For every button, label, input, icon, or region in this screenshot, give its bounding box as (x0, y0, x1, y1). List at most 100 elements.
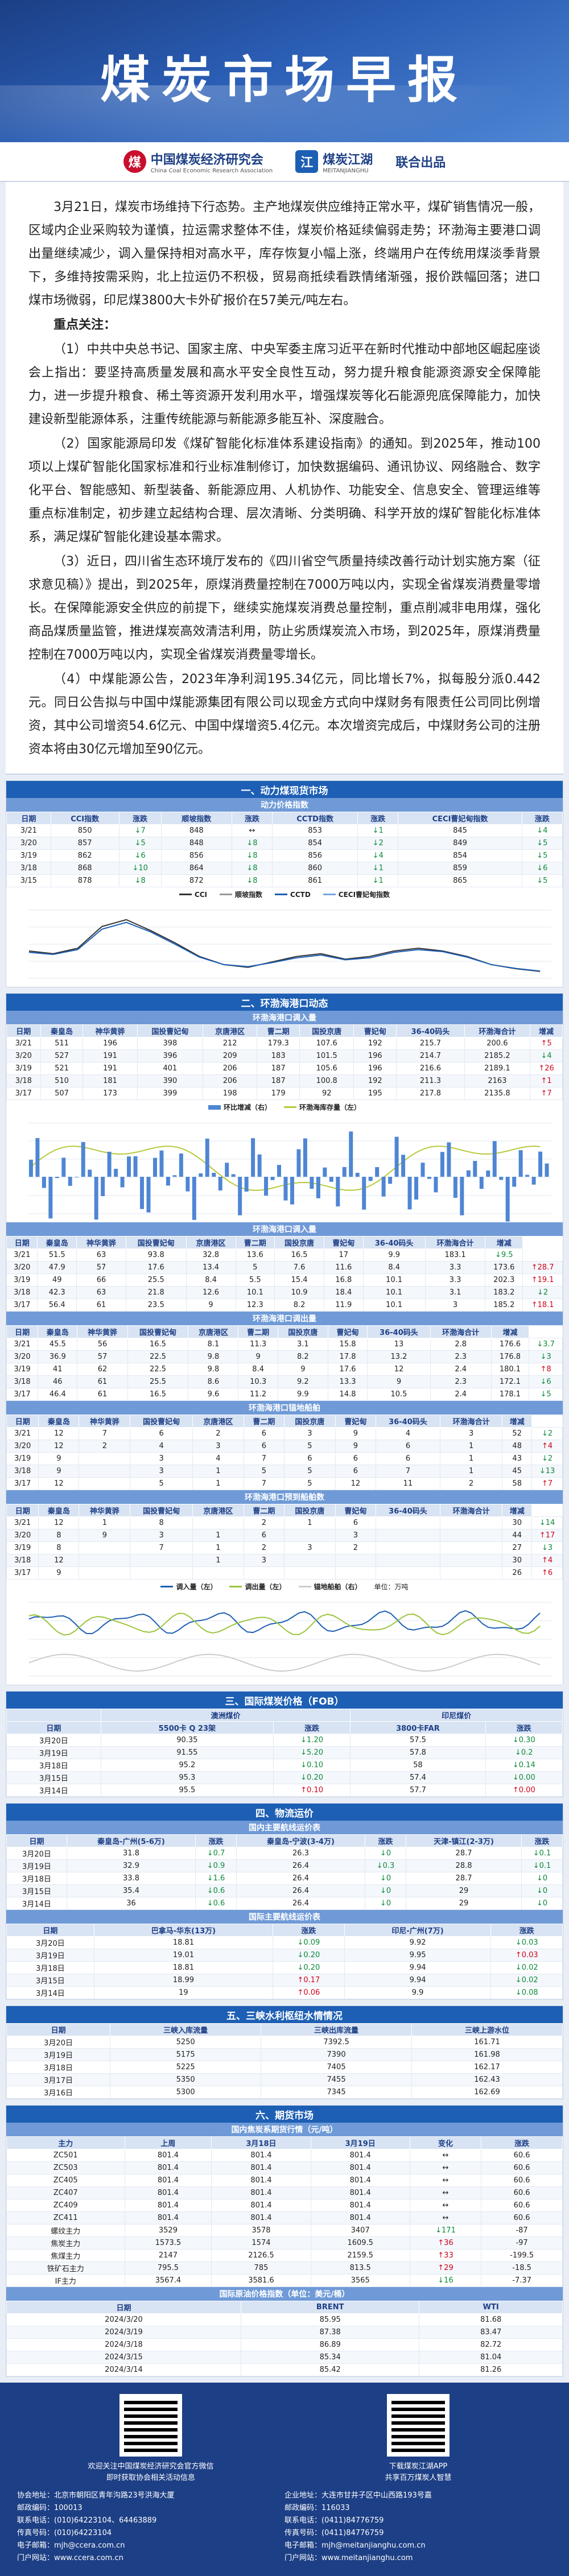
table-cell: 2.4 (430, 1363, 492, 1376)
table-cell: 854 (398, 849, 522, 862)
table-cell: 801.4 (124, 2149, 212, 2162)
change-bar (61, 1157, 66, 1177)
table-cell: 859 (398, 862, 522, 875)
table-cell: 47.9 (37, 1261, 77, 1274)
table-row: 3月20日 18.81 ↓0.09 9.92 ↓0.03 (6, 1936, 563, 1949)
column-header: 日期 (6, 2301, 242, 2314)
change-bar (120, 1176, 125, 1188)
table-cell: 90.35 (100, 1734, 274, 1747)
table-cell: ↑36 (409, 2236, 482, 2250)
section-title: 四、物流运价 (6, 1804, 563, 1821)
column-header: 神华黄骅 (77, 1325, 128, 1338)
table-row: ZC409 801.4 801.4 801.4 ↔ 60.6 (6, 2199, 563, 2212)
column-header: 涨跌 (521, 812, 563, 825)
intl-freight-table: 日期 巴拿马-华东(13万) 涨跌 印尼-广州(7万) 涨跌 3月20日 18.81 ↓0.0… (6, 1924, 563, 1999)
table-row: 3月16日 5300 7345 162.69 (6, 2086, 563, 2099)
table-cell: 3月15日 (6, 1884, 67, 1897)
section-title: 二、环渤海港口动态 (6, 994, 563, 1011)
table-cell (130, 1566, 193, 1579)
table-cell: ↑4 (531, 1440, 563, 1453)
footer-caption: 共享百万煤炭人智慧 (385, 2474, 452, 2482)
table-cell: 22.5 (127, 1350, 189, 1363)
change-bar (159, 1150, 164, 1177)
table-cell: ↓0 (521, 1884, 563, 1897)
table-cell: 795.5 (124, 2261, 212, 2275)
column-header: 环渤海合计 (424, 1236, 486, 1249)
column-header: 京唐港区 (185, 1236, 236, 1249)
table-cell: ↓4 (357, 849, 399, 862)
wechat-qr-code[interactable] (119, 2394, 182, 2457)
table-cell: 93.8 (125, 1248, 187, 1262)
table-cell: 9 (79, 1529, 131, 1542)
table-cell: 100.8 (299, 1074, 354, 1088)
table-row: 铁矿石主力 795.5 785 813.5 ↑29 -18.5 (6, 2261, 563, 2275)
column-header: 3800卡FAR (350, 1721, 486, 1734)
change-bar (238, 1176, 242, 1215)
table-cell: ↓8 (231, 849, 273, 862)
column-header: CECI曹妃甸指数 (398, 812, 522, 825)
table-cell: 3月15日 (6, 1974, 94, 1987)
table-cell: 42.3 (37, 1286, 77, 1299)
table-cell: 6 (335, 1465, 376, 1478)
table-cell: 26.4 (236, 1859, 366, 1872)
change-bar (199, 1173, 203, 1177)
table-row: 3月14日 36 ↓0.6 26.4 ↓0 29 ↓0 (6, 1897, 563, 1910)
table-cell: 1 (440, 1452, 503, 1465)
contact-line: 门户网站：www.meitanjianghu.com (284, 2554, 413, 2562)
table-cell: 396 (137, 1049, 204, 1062)
column-header: 环渤海合计 (464, 1024, 531, 1037)
table-cell (192, 1516, 244, 1529)
table-cell: 3月19日 (6, 2048, 111, 2061)
table-cell: ↓10 (118, 862, 162, 875)
column-header: 秦皇岛 (38, 1325, 78, 1338)
column-header: 涨跌 (357, 812, 399, 825)
key-points-title: 重点关注： (53, 318, 117, 332)
change-bar (342, 1167, 347, 1177)
change-bar (172, 1175, 177, 1177)
table-cell: ↓8 (118, 874, 162, 887)
table-cell: 3/20 (6, 1261, 38, 1274)
table-cell: 铁矿石主力 (6, 2261, 125, 2275)
change-bar (447, 1142, 451, 1177)
column-header: 秦皇岛 (38, 1415, 80, 1428)
footer-caption: 欢迎关注中国煤炭经济研究会官方微信 (88, 2462, 214, 2471)
key-point-4: （4）中煤能源公告，2023年净利润195.34亿元，同比增长7%，拟每股分派0… (28, 672, 541, 756)
legend-item: 锚地船舶（右） (298, 1582, 362, 1591)
table-row: 3/19 49 66 25.5 8.4 5.5 15.4 16.8 10.1 3.3 202.3 ↑1… (6, 1273, 563, 1287)
table-cell: 850 (50, 824, 119, 837)
section-title: 三、国际煤炭价格（FOB） (6, 1692, 563, 1709)
table-cell: 3月14日 (6, 1897, 67, 1910)
table-cell: 3/18 (6, 862, 51, 875)
table-cell: 178.1 (490, 1388, 530, 1401)
table-cell: 30 (502, 1516, 533, 1529)
table-row: 焦煤主力 2147 2126.5 2159.5 ↑33 -199.5 (6, 2249, 563, 2262)
table-cell: 5250 (110, 2036, 262, 2049)
table-cell: ZC501 (6, 2149, 125, 2162)
table-cell: 1 (192, 1529, 244, 1542)
table-cell: 2185.2 (464, 1049, 531, 1062)
table-cell: 9 (38, 1465, 80, 1478)
table-cell: 813.5 (310, 2261, 410, 2275)
table-cell: ↓2 (357, 837, 399, 850)
app-qr-code[interactable] (387, 2394, 450, 2457)
table-row: 螺纹主力 3529 3578 3407 ↓171 -87 (6, 2224, 563, 2237)
table-row: 3月18日 18.81 ↓0.20 9.94 ↓0.02 (6, 1961, 563, 1974)
table-cell (375, 1554, 441, 1567)
table-cell: 3/19 (6, 1452, 39, 1465)
table-cell: 10.5 (367, 1388, 431, 1401)
column-header: 京唐港区 (203, 1024, 258, 1037)
table-cell: 8.2 (277, 1350, 328, 1363)
column-header: CCI指数 (50, 812, 119, 825)
column-header: 增减 (490, 1325, 530, 1338)
change-bar (492, 1141, 497, 1177)
column-header: 涨跌 (490, 1924, 563, 1937)
table-cell: 10.1 (235, 1286, 275, 1299)
change-bar (212, 1172, 216, 1177)
ccera-logo: 煤 中国煤炭经济研究会 China Coal Economic Research … (123, 150, 273, 174)
column-header: 日期 (6, 1415, 39, 1428)
table-cell: ↔ (409, 2199, 482, 2212)
port-inventory-table: 日期 秦皇岛 神华黄骅 国投曹妃甸 京唐港区 曹二期 国投京唐 曹妃甸 36-40码头 环渤海合计… (6, 1024, 563, 1100)
table-cell: 45.5 (38, 1338, 78, 1351)
change-bar (185, 1176, 190, 1192)
table-row: 3月15日 95.3 ↓0.20 57.4 ↓0.00 (6, 1771, 563, 1784)
